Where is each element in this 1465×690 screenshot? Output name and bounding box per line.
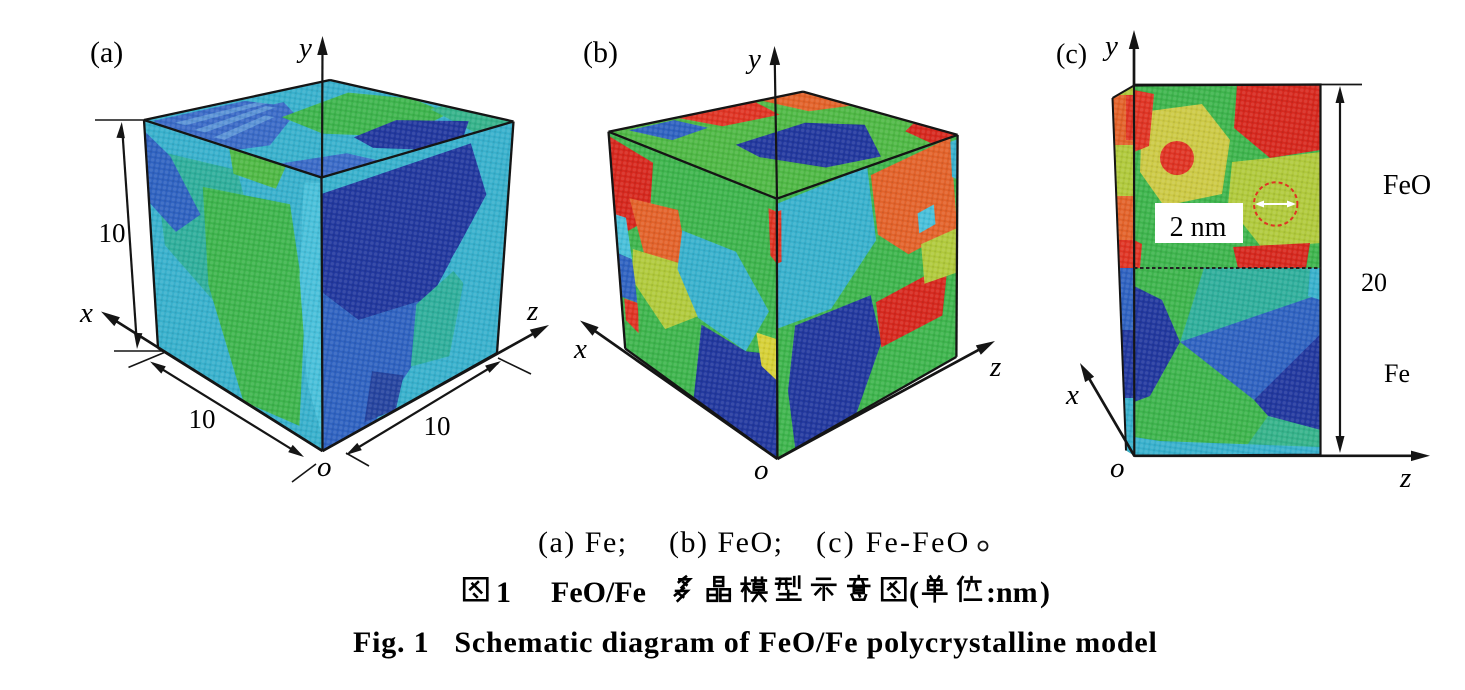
- svg-text:y: y: [1102, 30, 1118, 62]
- svg-text:Fe: Fe: [1384, 359, 1410, 388]
- svg-text:o: o: [754, 454, 769, 486]
- svg-text:x: x: [79, 297, 93, 329]
- svg-text:(a) Fe;: (a) Fe;: [538, 526, 628, 559]
- svg-text:1: 1: [496, 576, 511, 609]
- svg-text:10: 10: [189, 404, 216, 434]
- svg-text:2 nm: 2 nm: [1170, 212, 1227, 243]
- svg-text:(b) FeO;: (b) FeO;: [669, 526, 783, 559]
- svg-text::nm: :nm: [986, 576, 1038, 609]
- svg-text:y: y: [745, 43, 761, 75]
- svg-text:y: y: [296, 32, 312, 64]
- svg-text:10: 10: [424, 411, 451, 441]
- svg-text:10: 10: [99, 218, 126, 248]
- svg-text:(b): (b): [583, 36, 618, 69]
- svg-text:o: o: [317, 451, 332, 483]
- svg-text:o: o: [1110, 452, 1125, 484]
- svg-text:Fig. 1 Schematic diagram of: Fig. 1 Schematic diagram of FeO/Fe polyc…: [353, 626, 1158, 659]
- svg-text:(a): (a): [90, 36, 123, 69]
- svg-text:x: x: [1065, 379, 1079, 411]
- svg-text:): ): [1040, 576, 1050, 609]
- svg-text:FeO/Fe: FeO/Fe: [551, 576, 646, 609]
- svg-text:FeO: FeO: [1383, 170, 1431, 201]
- svg-text:(: (: [909, 576, 919, 609]
- svg-text:(c) Fe-FeO: (c) Fe-FeO: [816, 526, 970, 559]
- svg-text:(c): (c): [1056, 39, 1087, 70]
- svg-text:x: x: [573, 333, 587, 365]
- svg-text:z: z: [989, 351, 1001, 383]
- svg-text:z: z: [526, 295, 538, 327]
- svg-text:z: z: [1399, 462, 1411, 494]
- svg-text:20: 20: [1361, 268, 1387, 297]
